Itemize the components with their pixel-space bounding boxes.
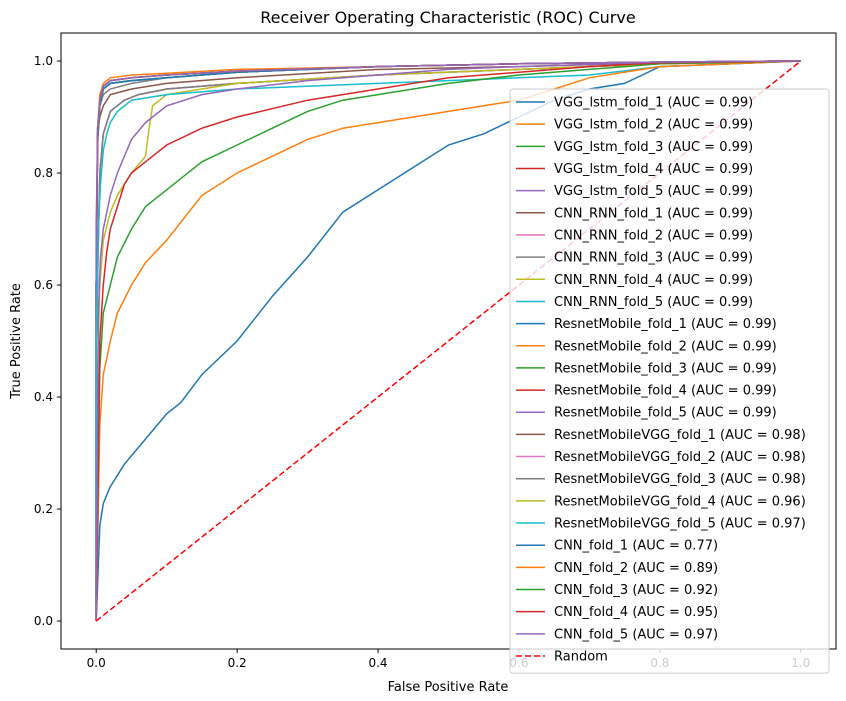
legend-label: CNN_fold_1 (AUC = 0.77) bbox=[554, 539, 718, 554]
series-line-23 bbox=[95, 60, 801, 622]
legend-label: CNN_fold_5 (AUC = 0.97) bbox=[554, 627, 718, 642]
legend-label: CNN_RNN_fold_2 (AUC = 0.99) bbox=[554, 228, 753, 243]
legend-label: Random bbox=[554, 650, 608, 665]
series-line-19 bbox=[95, 60, 801, 621]
legend: VGG_lstm_fold_1 (AUC = 0.99) VGG_lstm_fol… bbox=[509, 88, 830, 674]
legend-label: CNN_fold_2 (AUC = 0.89) bbox=[554, 561, 718, 576]
legend-frame bbox=[509, 88, 830, 674]
legend-label: VGG_lstm_fold_3 (AUC = 0.99) bbox=[554, 140, 753, 155]
legend-label: ResnetMobile_fold_5 (AUC = 0.99) bbox=[554, 406, 777, 421]
series-line-20 bbox=[95, 60, 801, 621]
legend-label: ResnetMobileVGG_fold_5 (AUC = 0.97) bbox=[554, 517, 806, 532]
legend-label: ResnetMobile_fold_2 (AUC = 0.99) bbox=[554, 339, 777, 354]
x-tick-label: 0.4 bbox=[368, 656, 387, 670]
y-tick-label: 1.0 bbox=[34, 54, 53, 68]
x-axis-label: False Positive Rate bbox=[388, 680, 509, 695]
chart-title: Receiver Operating Characteristic (ROC) … bbox=[260, 8, 635, 27]
x-tick-label: 0.2 bbox=[228, 656, 247, 670]
y-tick-label: 0.0 bbox=[34, 614, 53, 628]
legend-label: CNN_RNN_fold_3 (AUC = 0.99) bbox=[554, 251, 753, 266]
y-axis: 0.0 0.2 0.4 0.6 0.8 1.0 bbox=[34, 54, 61, 628]
y-axis-label: True Positive Rate bbox=[9, 283, 24, 400]
legend-label: ResnetMobileVGG_fold_3 (AUC = 0.98) bbox=[554, 472, 806, 487]
legend-label: CNN_RNN_fold_4 (AUC = 0.99) bbox=[554, 273, 753, 288]
legend-label: VGG_lstm_fold_1 (AUC = 0.99) bbox=[554, 96, 753, 111]
axes-frame bbox=[60, 32, 837, 650]
series-line-25 bbox=[95, 60, 801, 622]
y-tick-label: 0.8 bbox=[34, 166, 53, 180]
legend-label: ResnetMobile_fold_4 (AUC = 0.99) bbox=[554, 384, 777, 399]
y-tick-label: 0.6 bbox=[34, 278, 53, 292]
legend-label: VGG_lstm_fold_4 (AUC = 0.99) bbox=[554, 162, 753, 177]
legend-label: ResnetMobileVGG_fold_4 (AUC = 0.96) bbox=[554, 494, 806, 509]
legend-label: VGG_lstm_fold_2 (AUC = 0.99) bbox=[554, 118, 753, 133]
legend-label: ResnetMobileVGG_fold_1 (AUC = 0.98) bbox=[554, 428, 806, 443]
legend-label: CNN_fold_4 (AUC = 0.95) bbox=[554, 605, 718, 620]
y-tick-label: 0.4 bbox=[34, 390, 53, 404]
y-tick-label: 0.2 bbox=[34, 502, 53, 516]
series-layer bbox=[95, 60, 802, 622]
legend-label: CNN_RNN_fold_1 (AUC = 0.99) bbox=[554, 206, 753, 221]
legend-label: ResnetMobile_fold_1 (AUC = 0.99) bbox=[554, 317, 777, 332]
series-line-24 bbox=[95, 60, 801, 622]
legend-label: CNN_RNN_fold_5 (AUC = 0.99) bbox=[554, 295, 753, 310]
series-line-15 bbox=[95, 60, 801, 621]
legend-label: CNN_fold_3 (AUC = 0.92) bbox=[554, 583, 718, 598]
legend-label: ResnetMobile_fold_3 (AUC = 0.99) bbox=[554, 361, 777, 376]
legend-label: VGG_lstm_fold_5 (AUC = 0.99) bbox=[554, 184, 753, 199]
x-tick-label: 0.0 bbox=[87, 656, 106, 670]
legend-label: ResnetMobileVGG_fold_2 (AUC = 0.98) bbox=[554, 450, 806, 465]
